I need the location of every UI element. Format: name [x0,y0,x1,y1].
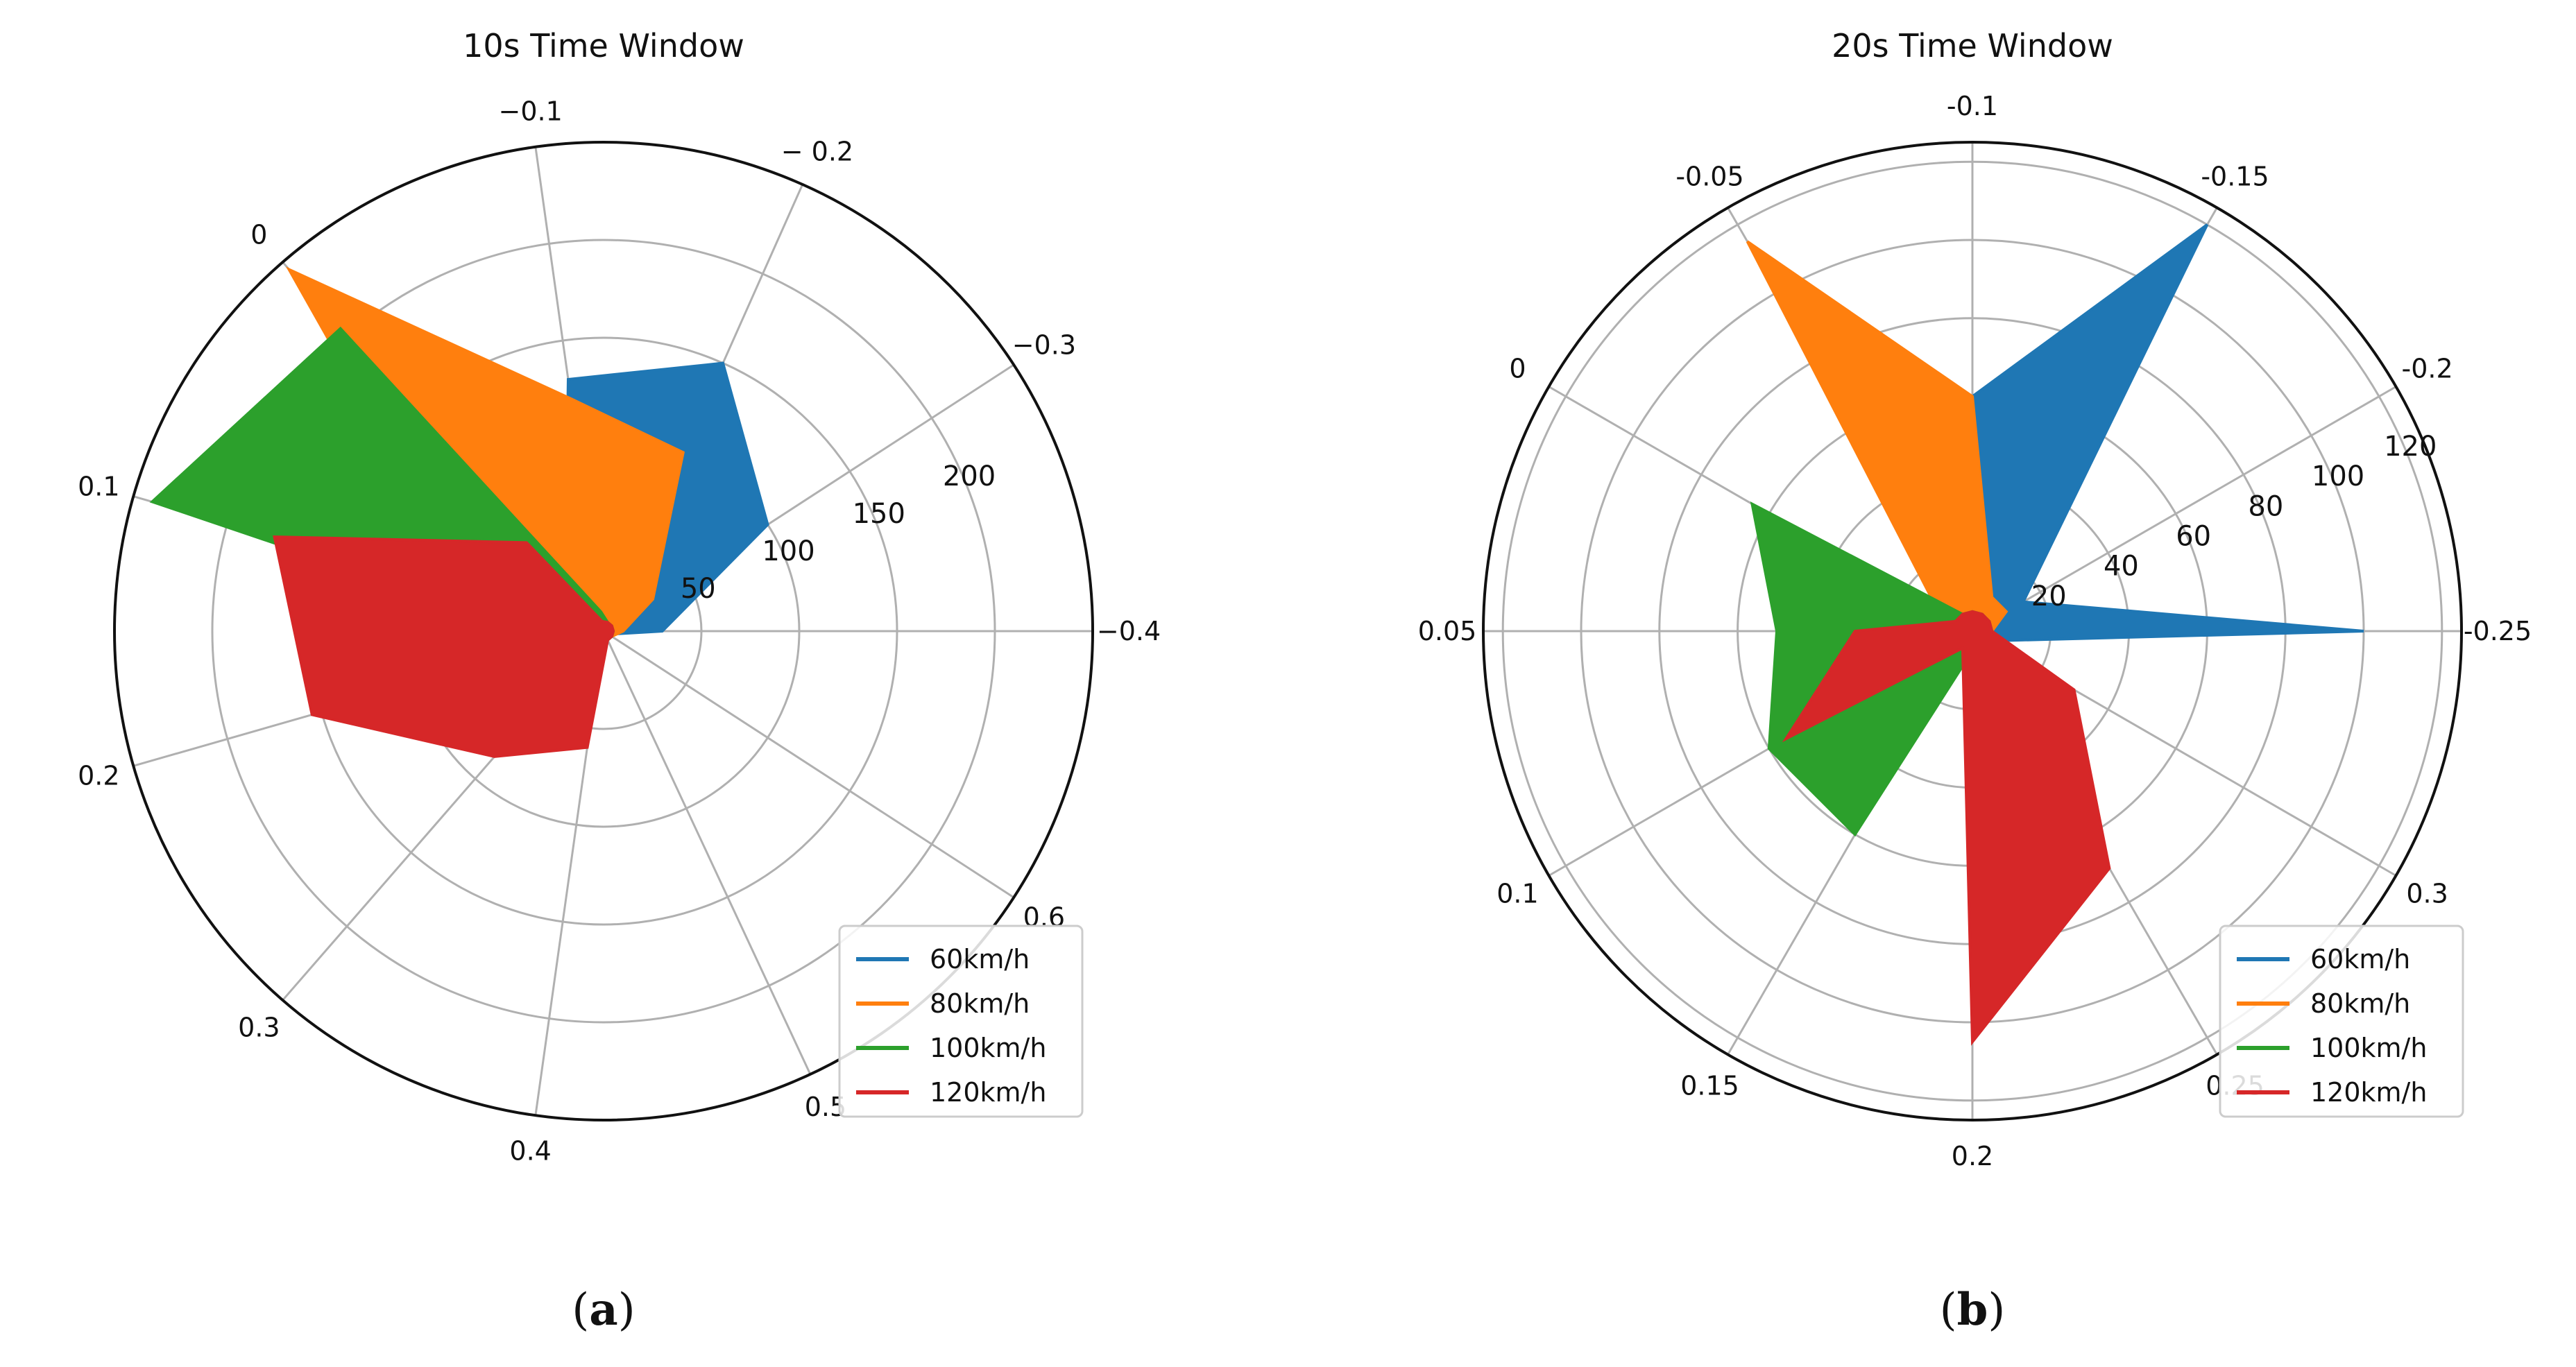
panel-label-letter: a [589,1284,617,1336]
angle-tick-label: 0.1 [78,471,119,501]
angle-tick-label: − 0.2 [781,136,853,166]
radial-tick-label: 120 [2384,431,2437,463]
panel-label-paren: ( [572,1284,589,1336]
radial-tick-label: 20 [2031,581,2067,612]
angle-tick-label: 0.1 [1496,879,1538,909]
series-area-120km-h [1782,610,2111,1046]
angle-tick-label: 0 [1509,354,1526,384]
angle-tick-label: 0.4 [509,1136,551,1167]
legend-label: 80km/h [930,988,1030,1019]
legend-label: 80km/h [2310,988,2410,1019]
panel-label: (b) [1940,1284,2006,1336]
legend-label: 100km/h [930,1033,1046,1063]
series-area-60km-h [1941,223,2364,653]
radial-tick-label: 150 [853,498,905,530]
angle-tick-label: 0.2 [78,761,119,791]
angle-tick-label: −0.3 [1012,330,1076,361]
angle-tick-label: -0.15 [2201,161,2269,191]
legend-label: 120km/h [930,1077,1046,1108]
panel-label-paren: ( [1940,1284,1957,1336]
chart-20s-time-window: 20s Time Window -0.25 -0.2 -0.15 -0.1 -0.05 0 0… [1418,27,2532,1336]
angle-tick-label: -0.2 [2402,354,2453,384]
chart-title: 20s Time Window [1832,27,2113,65]
angle-tick-label: 0.15 [1680,1071,1739,1101]
angular-gridline [603,630,1015,899]
radial-tick-label: 60 [2176,520,2211,552]
legend-label: 120km/h [2310,1077,2427,1108]
angle-tick-label: 0 [250,220,267,250]
legend-label: 60km/h [930,944,1030,974]
angular-gridline [1972,386,2397,633]
legend-label: 100km/h [2310,1033,2427,1063]
series-area-120km-h [273,535,615,758]
angle-tick-label: 0.2 [1952,1141,1993,1171]
angle-tick-label: −0.1 [499,96,563,126]
angle-tick-label: 0.3 [2406,879,2448,909]
legend-label: 60km/h [2310,944,2410,974]
angle-tick-label: -0.05 [1675,161,1743,191]
radial-tick-label: 80 [2248,490,2283,522]
legend-box [2219,925,2464,1118]
angle-tick-label: −0.4 [1097,616,1161,646]
angular-gridline [602,630,812,1075]
radial-tick-label: 100 [762,535,814,567]
panel-label-letter: b [1957,1284,1988,1336]
panel-label-paren: ) [618,1284,636,1336]
radial-tick-label: 40 [2104,551,2139,583]
polar-frame [1482,141,2463,1121]
angle-tick-label: -0.25 [2464,616,2532,646]
polar-frame [113,141,1094,1121]
legend-box [838,925,1084,1118]
chart-10s-time-window: 10s Time Window −0.4 −0.3 − 0.2 −0.1 0 0.1 0.2 0… [78,27,1161,1336]
angle-tick-label: -0.1 [1947,91,1998,121]
radial-tick-label: 50 [681,573,716,605]
chart-title: 10s Time Window [463,27,744,65]
panel-label-paren: ) [1988,1284,2005,1336]
radial-tick-label: 100 [2312,461,2364,492]
radial-tick-label: 200 [943,461,996,492]
panel-label: (a) [572,1284,635,1336]
angle-tick-label: 0.05 [1418,616,1477,646]
angle-tick-label: 0.3 [238,1012,280,1042]
